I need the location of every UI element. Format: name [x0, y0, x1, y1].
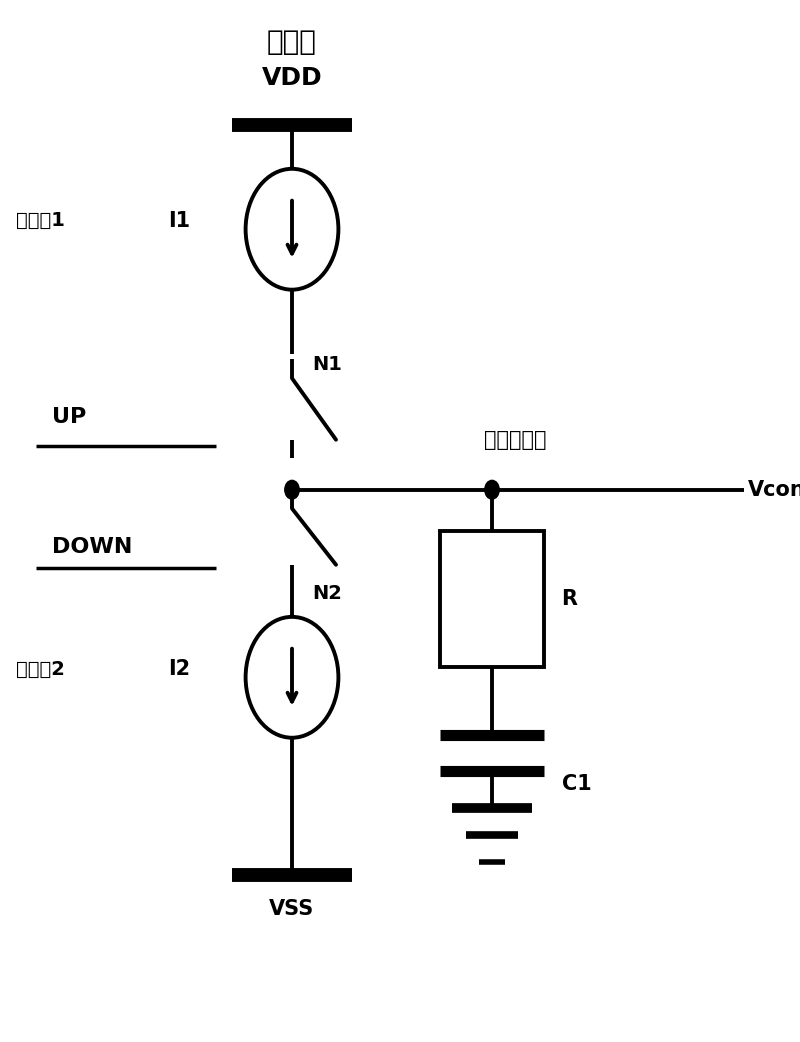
Bar: [440, 531, 544, 667]
Text: R: R: [562, 589, 578, 610]
Text: VSS: VSS: [270, 898, 314, 919]
Text: 环路滤波器: 环路滤波器: [484, 429, 546, 450]
Text: 电流源1: 电流源1: [16, 212, 65, 230]
Text: 电流源2: 电流源2: [16, 660, 65, 678]
Text: I2: I2: [168, 659, 190, 679]
Text: UP: UP: [52, 406, 86, 427]
Text: Vcont: Vcont: [748, 479, 800, 500]
Text: C1: C1: [562, 774, 591, 794]
Text: VDD: VDD: [262, 66, 322, 91]
Text: 电荷泵: 电荷泵: [267, 28, 317, 55]
Circle shape: [285, 480, 299, 499]
Circle shape: [485, 480, 499, 499]
Text: DOWN: DOWN: [52, 537, 132, 557]
Text: N1: N1: [312, 355, 342, 374]
Text: N2: N2: [312, 585, 342, 603]
Text: I1: I1: [168, 210, 190, 231]
